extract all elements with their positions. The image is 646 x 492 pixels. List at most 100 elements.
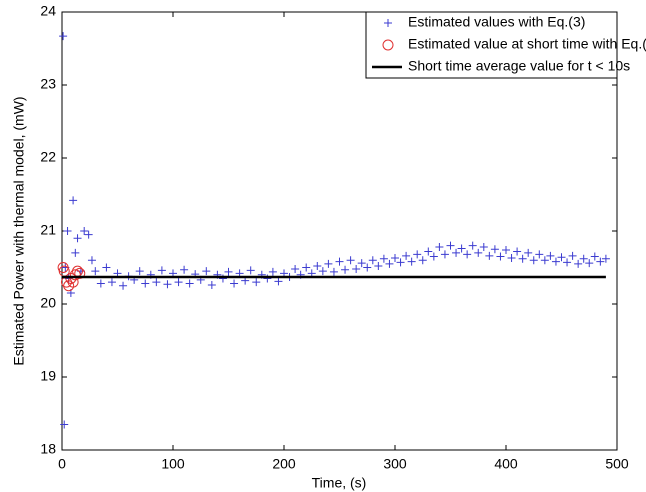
y-tick-label: 18	[40, 441, 56, 457]
data-point	[440, 250, 449, 259]
data-point	[119, 281, 128, 290]
data-point	[407, 257, 416, 266]
data-point	[268, 267, 277, 276]
y-tick-label: 22	[40, 149, 56, 165]
data-point	[102, 263, 111, 272]
legend-box	[365, 11, 618, 79]
y-tick-label: 21	[40, 222, 56, 238]
data-point	[141, 279, 150, 288]
data-point	[224, 267, 233, 276]
data-point	[368, 256, 377, 265]
data-point	[557, 253, 566, 262]
data-point	[529, 256, 538, 265]
data-point	[274, 277, 283, 286]
data-point	[418, 256, 427, 265]
data-point	[346, 256, 355, 265]
data-point	[230, 279, 239, 288]
data-point	[74, 267, 86, 279]
data-point	[446, 241, 455, 250]
data-point	[96, 279, 105, 288]
data-point	[579, 254, 588, 263]
data-point	[429, 252, 438, 261]
data-point	[513, 247, 522, 256]
data-point	[468, 241, 477, 250]
data-point	[540, 256, 549, 265]
data-point	[585, 259, 594, 268]
data-point	[479, 243, 488, 252]
data-point	[474, 248, 483, 257]
data-point	[452, 248, 461, 257]
data-point	[84, 230, 93, 239]
data-point	[551, 257, 560, 266]
data-point	[59, 32, 68, 41]
data-point	[63, 227, 72, 235]
legend-label: Estimated value at short time with Eq.(4…	[408, 36, 646, 52]
data-point	[396, 258, 405, 267]
data-point	[435, 243, 444, 252]
data-point	[291, 264, 300, 273]
data-point	[73, 234, 82, 243]
data-point	[157, 266, 166, 275]
data-point	[185, 279, 194, 288]
data-point	[324, 259, 333, 268]
data-point	[152, 278, 161, 287]
data-point	[463, 250, 472, 259]
data-point	[596, 257, 605, 266]
data-point	[91, 267, 100, 276]
legend-label: Estimated values with Eq.(3)	[408, 14, 585, 30]
data-point	[180, 265, 189, 274]
data-point	[424, 247, 433, 256]
data-point	[507, 254, 516, 263]
x-tick-label: 400	[494, 456, 518, 472]
data-point	[163, 280, 172, 289]
y-tick-label: 24	[40, 3, 56, 19]
data-point	[524, 248, 533, 257]
data-point	[590, 252, 599, 261]
data-point	[71, 248, 80, 257]
data-point	[341, 265, 350, 274]
y-tick-label: 23	[40, 76, 56, 92]
data-point	[601, 254, 610, 263]
data-point	[413, 250, 422, 259]
x-tick-label: 0	[58, 456, 66, 472]
data-point	[502, 245, 510, 254]
data-point	[313, 262, 322, 271]
data-point	[87, 256, 96, 265]
data-point	[379, 254, 388, 263]
data-point	[535, 250, 544, 259]
data-point	[107, 278, 116, 287]
x-tick-label: 200	[272, 456, 296, 472]
y-axis-label: Estimated Power with thermal model, (mW)	[11, 96, 27, 365]
data-point	[546, 251, 555, 260]
data-point	[374, 262, 383, 271]
legend-swatch	[382, 39, 394, 51]
data-point	[496, 252, 505, 261]
x-tick-label: 300	[383, 456, 407, 472]
x-tick-label: 100	[161, 456, 185, 472]
y-tick-label: 19	[40, 368, 56, 384]
data-point	[335, 257, 344, 266]
x-tick-label: 500	[605, 456, 629, 472]
data-point	[69, 196, 78, 205]
data-point	[80, 227, 89, 235]
data-point	[568, 251, 577, 260]
data-point	[252, 278, 261, 287]
data-point	[391, 254, 399, 263]
data-point	[574, 259, 583, 268]
data-point	[485, 251, 494, 260]
y-tick-label: 20	[40, 295, 56, 311]
data-point	[563, 258, 572, 267]
data-point	[302, 263, 311, 272]
plot-frame	[61, 11, 618, 451]
data-point	[457, 244, 466, 253]
data-point	[385, 259, 394, 268]
data-point	[357, 259, 366, 268]
x-axis-label: Time, (s)	[312, 475, 367, 491]
data-point	[135, 267, 144, 276]
data-point	[202, 267, 211, 276]
data-point	[402, 251, 411, 260]
data-point	[518, 254, 527, 263]
data-point	[490, 245, 499, 254]
data-point	[174, 278, 183, 287]
